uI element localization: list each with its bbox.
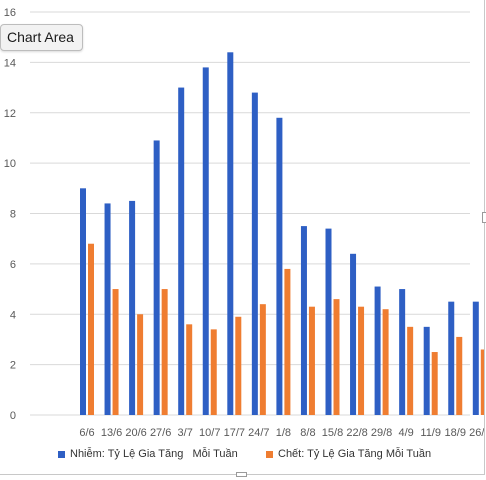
bar-infections[interactable] <box>104 203 111 415</box>
x-tick-label: 1/8 <box>276 427 291 439</box>
bar-infections[interactable] <box>80 188 86 415</box>
bar-deaths[interactable] <box>112 289 119 415</box>
x-tick-label: 18/9 <box>445 427 466 439</box>
x-tick-label: 10/7 <box>199 427 220 439</box>
y-tick-label: 8 <box>10 209 16 221</box>
y-tick-label: 12 <box>4 108 16 120</box>
legend-swatch-deaths <box>266 450 273 458</box>
bar-infections[interactable] <box>276 117 283 415</box>
bar-deaths[interactable] <box>161 289 168 415</box>
x-tick-label: 13/6 <box>101 427 122 439</box>
x-tick-label: 24/7 <box>248 427 269 439</box>
x-tick-label: 8/8 <box>300 427 315 439</box>
bar-deaths[interactable] <box>333 299 340 415</box>
bar-deaths[interactable] <box>259 304 266 415</box>
legend-swatch-infections <box>58 450 65 458</box>
chart-legend: Nhiễm: Tỷ Lệ Gia Tăng Mỗi Tuần Chết: Tỷ … <box>0 448 484 468</box>
resize-handle-bottom[interactable] <box>236 472 247 477</box>
y-tick-label: 6 <box>10 259 16 271</box>
bar-deaths[interactable] <box>88 243 94 415</box>
x-tick-label: 27/6 <box>150 427 171 439</box>
bar-deaths[interactable] <box>480 349 484 415</box>
bar-infections[interactable] <box>227 52 234 416</box>
y-tick-label: 2 <box>10 360 16 372</box>
bar-deaths[interactable] <box>382 309 389 415</box>
bar-deaths[interactable] <box>407 326 414 415</box>
legend-label-infections: Nhiễm: Tỷ Lệ Gia Tăng Mỗi Tuần <box>70 448 238 460</box>
chart-area-tooltip: Chart Area <box>0 24 83 51</box>
resize-handle-right[interactable] <box>482 212 486 223</box>
x-tick-label: 15/8 <box>322 427 343 439</box>
bar-infections[interactable] <box>350 253 357 415</box>
bar-infections[interactable] <box>472 301 479 415</box>
bar-deaths[interactable] <box>186 324 193 415</box>
y-tick-label: 16 <box>4 7 16 19</box>
x-tick-label: 26/9 <box>469 427 484 439</box>
bar-deaths[interactable] <box>284 268 291 415</box>
bar-infections[interactable] <box>423 326 430 415</box>
bar-deaths[interactable] <box>235 316 242 415</box>
x-tick-label: 17/7 <box>224 427 245 439</box>
x-tick-label: 3/7 <box>178 427 193 439</box>
y-tick-label: 10 <box>4 158 16 170</box>
bar-deaths[interactable] <box>456 336 463 415</box>
bar-infections[interactable] <box>300 226 307 415</box>
y-tick-label: 0 <box>10 410 16 422</box>
legend-item-infections: Nhiễm: Tỷ Lệ Gia Tăng Mỗi Tuần <box>58 448 238 460</box>
bar-deaths[interactable] <box>210 329 217 415</box>
bar-infections[interactable] <box>202 67 209 415</box>
x-tick-label: 4/9 <box>399 427 414 439</box>
bar-infections[interactable] <box>399 289 406 415</box>
x-tick-label: 20/6 <box>125 427 146 439</box>
y-tick-label: 14 <box>4 57 16 69</box>
bar-infections[interactable] <box>448 301 455 415</box>
bar-deaths[interactable] <box>358 306 365 415</box>
bar-infections[interactable] <box>178 87 185 415</box>
x-tick-label: 29/8 <box>371 427 392 439</box>
legend-item-deaths: Chết: Tỷ Lệ Gia Tăng Mỗi Tuần <box>266 448 431 460</box>
x-tick-label: 6/6 <box>79 427 94 439</box>
bar-deaths[interactable] <box>137 314 144 415</box>
bar-deaths[interactable] <box>308 306 315 415</box>
y-tick-label: 4 <box>10 309 16 321</box>
bar-infections[interactable] <box>153 140 160 416</box>
bar-infections[interactable] <box>325 228 332 415</box>
bar-infections[interactable] <box>251 92 258 415</box>
legend-label-deaths: Chết: Tỷ Lệ Gia Tăng Mỗi Tuần <box>278 448 432 460</box>
bar-infections[interactable] <box>374 286 381 415</box>
x-tick-label: 22/8 <box>346 427 367 439</box>
x-tick-label: 11/9 <box>420 427 441 439</box>
bar-deaths[interactable] <box>431 352 438 415</box>
bar-infections[interactable] <box>129 200 136 415</box>
